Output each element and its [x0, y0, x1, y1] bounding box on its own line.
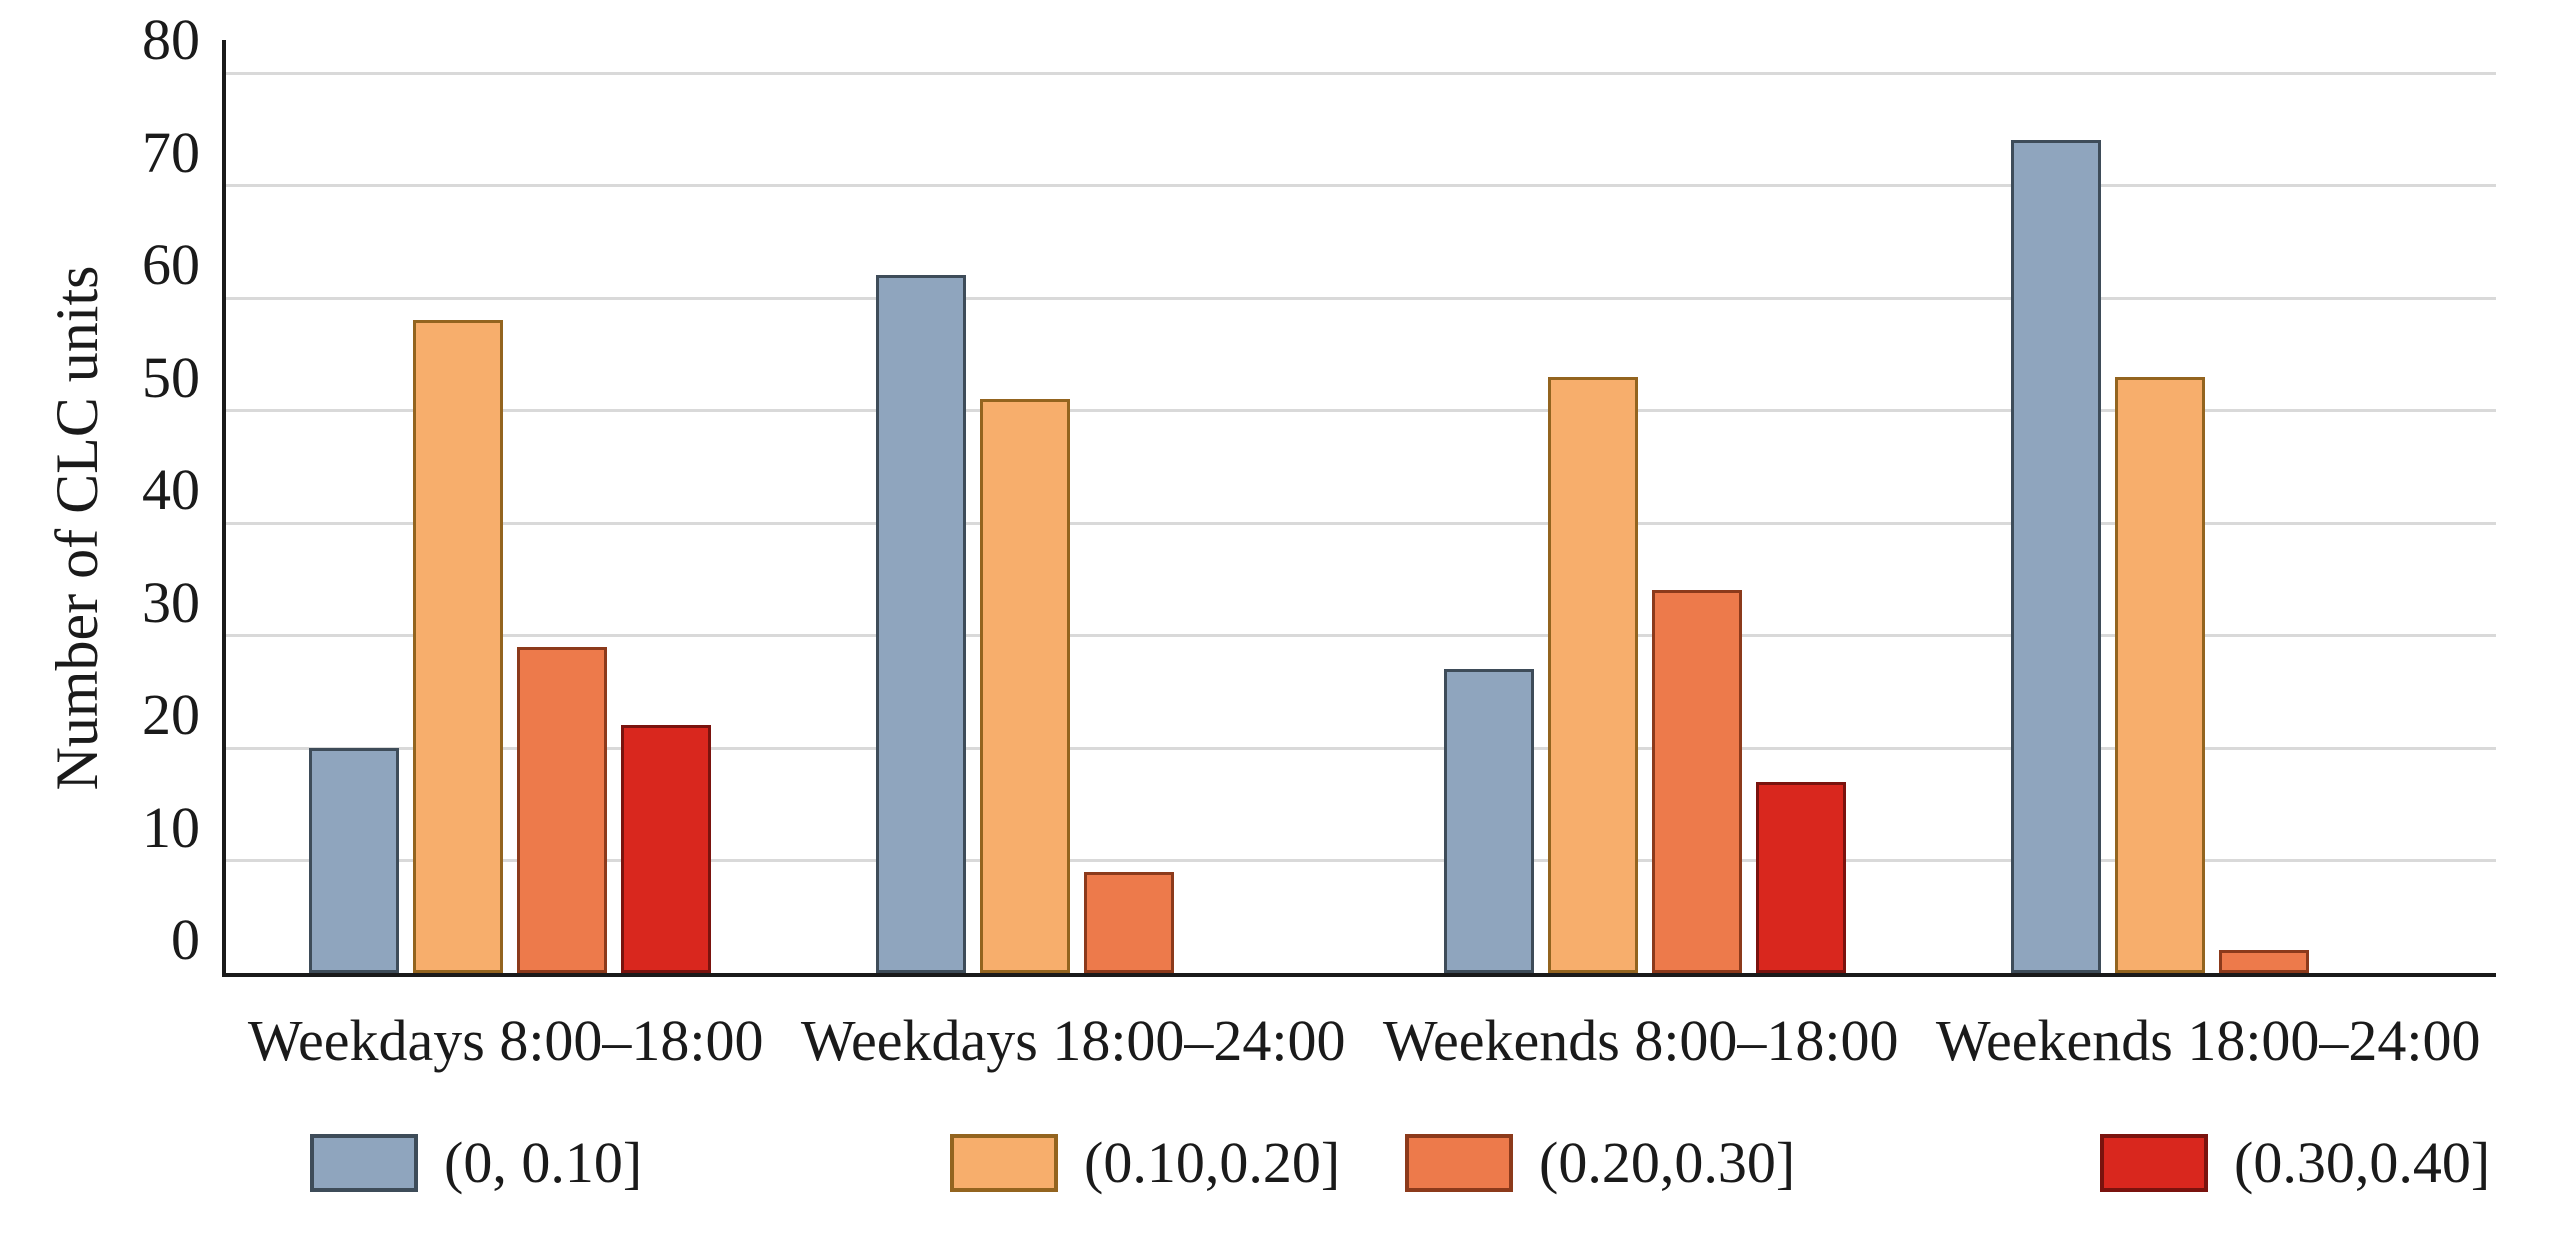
bar — [980, 399, 1071, 973]
legend-label: (0.20,0.30] — [1539, 1130, 1796, 1195]
y-tick-label: 60 — [142, 232, 200, 297]
bar — [1443, 669, 1534, 973]
gridline — [226, 184, 2496, 187]
gridline — [226, 634, 2496, 637]
bar — [2011, 140, 2102, 973]
y-tick-label: 40 — [142, 457, 200, 522]
bar-groups — [226, 73, 2496, 973]
y-tick-label: 50 — [142, 344, 200, 410]
legend-swatch — [950, 1134, 1058, 1192]
y-tick-label: 80 — [142, 7, 200, 72]
legend-label: (0.10,0.20] — [1084, 1130, 1341, 1195]
bar — [876, 275, 967, 973]
bar — [412, 320, 503, 973]
legend-item: (0.30,0.40] — [2100, 1118, 2490, 1208]
legend-swatch — [1405, 1134, 1513, 1192]
legend-swatch — [310, 1134, 418, 1192]
x-category-label: Weekdays 18:00–24:00 — [800, 1008, 1346, 1073]
legend-item: (0, 0.10] — [310, 1118, 642, 1208]
bar — [1651, 590, 1742, 973]
legend-item: (0.10,0.20] — [950, 1118, 1340, 1208]
gridline — [226, 746, 2496, 750]
gridline — [226, 71, 2496, 75]
bar — [2219, 950, 2310, 973]
legend: (0, 0.10] (0.10,0.20] (0.20,0.30] (0.30,0.4… — [0, 1118, 2573, 1208]
plot-area — [222, 40, 2496, 977]
y-tick-label: 30 — [142, 569, 200, 635]
x-category-label: Weekends 18:00–24:00 — [1935, 1008, 2481, 1073]
gridline — [226, 409, 2496, 412]
legend-label: (0.30,0.40] — [2234, 1130, 2491, 1195]
bar-group — [794, 73, 1362, 973]
x-axis-category-labels: Weekdays 8:00–18:00 Weekdays 18:00–24:00 W… — [222, 1008, 2492, 1075]
legend-label: (0, 0.10] — [444, 1130, 643, 1195]
bar — [516, 647, 607, 973]
gridlines — [226, 71, 2496, 973]
bar-group — [1361, 73, 1929, 973]
x-category-label: Weekends 8:00–18:00 — [1382, 1008, 1899, 1073]
bar-group — [1929, 73, 2497, 973]
bar — [308, 748, 399, 973]
y-tick-label: 0 — [171, 907, 200, 972]
y-tick-label: 70 — [142, 119, 200, 185]
y-axis-tick-labels: 0 10 20 30 40 50 60 70 80 — [0, 11, 200, 973]
gridline — [226, 521, 2496, 525]
bar — [620, 725, 711, 973]
y-tick-label: 10 — [142, 794, 200, 860]
bar — [1547, 377, 1638, 973]
bar — [1755, 782, 1846, 973]
bar-group — [226, 73, 794, 973]
gridline — [226, 296, 2496, 300]
gridline — [226, 859, 2496, 862]
x-category-label: Weekdays 8:00–18:00 — [247, 1008, 764, 1073]
legend-swatch — [2100, 1134, 2208, 1192]
y-tick-label: 20 — [142, 682, 200, 747]
legend-item: (0.20,0.30] — [1405, 1118, 1795, 1208]
bar — [1084, 872, 1175, 973]
bar — [2115, 377, 2206, 973]
